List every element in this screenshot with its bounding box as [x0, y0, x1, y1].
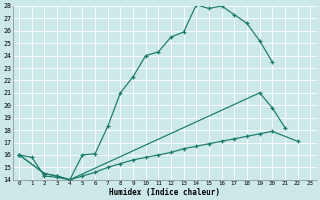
X-axis label: Humidex (Indice chaleur): Humidex (Indice chaleur)	[109, 188, 220, 197]
